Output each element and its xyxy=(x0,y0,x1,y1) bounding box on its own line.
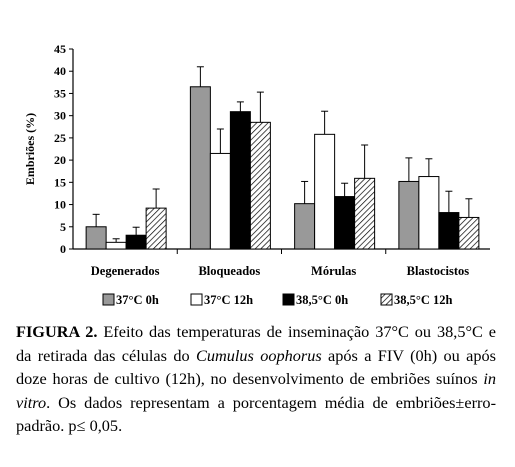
legend-label: 37°C 12h xyxy=(204,293,253,307)
bar xyxy=(418,176,440,250)
bar xyxy=(209,152,231,250)
bar xyxy=(438,212,460,250)
legend-label: 38,5°C 0h xyxy=(296,293,348,307)
caption-text-1: Efeito das temperaturas de inseminação 3… xyxy=(16,322,496,365)
caption-label: FIGURA 2. xyxy=(16,322,98,341)
caption-italic-species: Cumulus oophorus xyxy=(195,345,322,365)
category-label: Bloqueados xyxy=(198,264,260,278)
bar-chart: 0 5 10 15 20 25 30 35 40 45 Embriões (%) Degenerad… xyxy=(23,42,490,307)
caption-italic-invitro: in vitro xyxy=(16,369,496,412)
bar xyxy=(125,234,147,250)
legend-label: 37°C 0h xyxy=(116,293,159,307)
bar xyxy=(354,177,376,250)
bar xyxy=(145,207,167,250)
bar xyxy=(334,196,356,250)
y-tick-label: 5 xyxy=(60,220,66,234)
category-label: Mórulas xyxy=(311,264,356,278)
legend-swatch xyxy=(102,293,115,306)
bar xyxy=(314,133,336,250)
legend-swatch xyxy=(380,293,393,306)
y-tick-label: 30 xyxy=(54,109,66,123)
y-tick-label: 10 xyxy=(54,198,66,212)
bar xyxy=(85,226,107,250)
bar xyxy=(249,121,271,250)
y-tick-label: 45 xyxy=(54,42,66,56)
caption-text-2: após a FIV (0h) ou após doze horas de cu… xyxy=(16,345,496,389)
category-label: Blastocistos xyxy=(407,264,470,278)
legend-swatch xyxy=(190,293,203,306)
y-tick-label: 25 xyxy=(54,131,66,145)
bar xyxy=(398,180,420,250)
bar xyxy=(458,216,480,250)
figure-caption: FIGURA 2. Efeito das temperaturas de ins… xyxy=(16,320,496,438)
y-tick-label: 0 xyxy=(60,242,66,256)
caption-text-3: . Os dados representam a porcentagem méd… xyxy=(16,392,496,436)
category-label: Degenerados xyxy=(91,264,160,278)
y-tick-label: 20 xyxy=(54,153,66,167)
y-axis-title: Embriões (%) xyxy=(23,113,37,185)
bar xyxy=(105,241,127,250)
bar xyxy=(189,86,211,250)
bar xyxy=(294,203,316,250)
bar xyxy=(229,111,251,250)
legend-label: 38,5°C 12h xyxy=(394,293,453,307)
y-tick-label: 35 xyxy=(54,86,66,100)
y-tick-label: 40 xyxy=(54,64,66,78)
y-tick-label: 15 xyxy=(54,175,66,189)
legend-swatch xyxy=(282,293,295,306)
